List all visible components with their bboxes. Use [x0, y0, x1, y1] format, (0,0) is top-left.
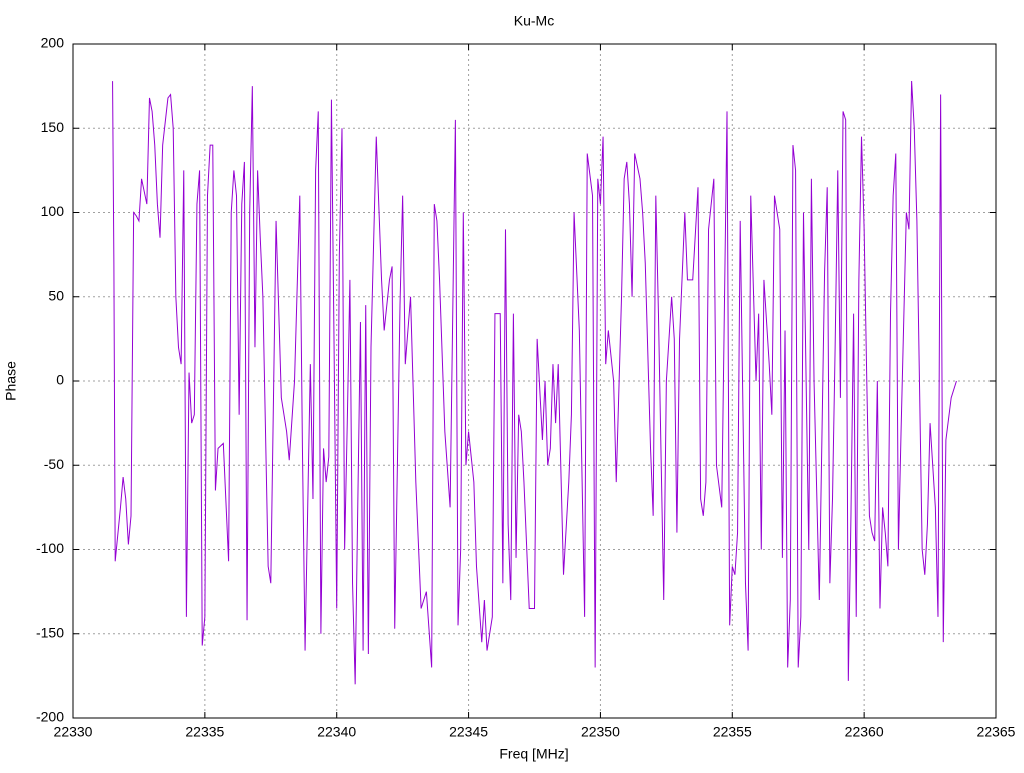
x-tick-label: 22340: [317, 724, 356, 740]
y-tick-label: -150: [36, 624, 64, 640]
x-tick-label: 22335: [185, 724, 224, 740]
x-tick-label: 22330: [54, 724, 93, 740]
x-tick-label: 22365: [977, 724, 1016, 740]
y-tick-label: -100: [36, 540, 64, 556]
y-tick-label: 50: [48, 287, 64, 303]
x-tick-label: 22355: [713, 724, 752, 740]
x-tick-label: 22360: [845, 724, 884, 740]
data-line: [112, 81, 957, 685]
plot-border: [72, 43, 997, 719]
y-tick-label: 150: [41, 119, 65, 135]
y-tick-label: -200: [36, 709, 64, 725]
y-tick-label: 0: [56, 372, 64, 388]
x-tick-label: 22350: [581, 724, 620, 740]
x-axis-label: Freq [MHz]: [499, 746, 568, 762]
chart-title: Ku-Mc: [514, 13, 554, 29]
y-tick-label: -50: [44, 456, 64, 472]
y-axis-label: Phase: [3, 361, 19, 401]
y-tick-label: 200: [41, 35, 65, 51]
y-tick-label: 100: [41, 203, 65, 219]
x-tick-label: 22345: [449, 724, 488, 740]
